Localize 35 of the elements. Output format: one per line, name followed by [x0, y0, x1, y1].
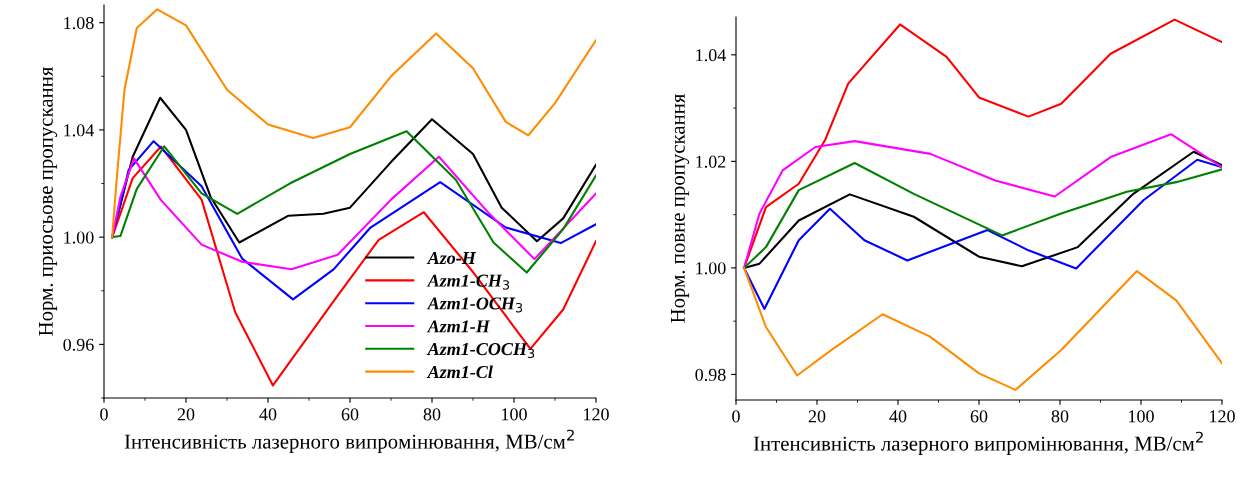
x-axis-title: Інтенсивність лазерного випромінювання, МВ/см$^{2}$ — [753, 431, 1203, 455]
line-series — [111, 145, 596, 387]
line-series — [743, 158, 1222, 310]
line-series — [111, 130, 596, 274]
legend-label: Azm1-COCH$_{3}$ — [426, 343, 535, 359]
line-series — [743, 266, 1222, 391]
x-tick-label: 0 — [100, 408, 108, 421]
legend-label: Azm1-H — [426, 320, 491, 333]
y-axis-title: Норм. приосьове пропускання — [38, 66, 58, 336]
y-axis-title: Норм. повне пропускання — [670, 93, 690, 323]
y-tick-label: 0.98 — [695, 368, 726, 381]
y-tick-label: 1.00 — [64, 231, 94, 244]
x-tick-label: 40 — [259, 408, 277, 421]
x-tick-label: 100 — [502, 408, 527, 421]
y-tick-label: 1.04 — [64, 124, 94, 137]
x-tick-label: 100 — [1129, 410, 1154, 423]
x-tick-label: 120 — [584, 408, 609, 421]
x-tick-label: 80 — [1051, 410, 1069, 423]
x-tick-label: 0 — [732, 410, 740, 423]
y-tick-label: 0.96 — [63, 338, 94, 351]
x-tick-label: 20 — [808, 410, 826, 423]
x-tick-label: 60 — [970, 410, 988, 423]
x-tick-label: 80 — [423, 408, 441, 421]
line-series — [111, 155, 596, 271]
y-tick-label: 1.00 — [696, 262, 726, 275]
x-tick-label: 120 — [1210, 410, 1235, 423]
x-axis-title: Інтенсивність лазерного випромінювання, МВ/см$^{2}$ — [124, 429, 574, 453]
legend-label: Azm1-Cl — [426, 365, 493, 379]
y-tick-label: 1.02 — [696, 155, 726, 168]
x-tick-label: 60 — [341, 408, 359, 421]
y-tick-label: 1.04 — [696, 49, 726, 62]
y-tick-label: 1.08 — [64, 16, 94, 30]
x-tick-label: 20 — [177, 408, 195, 421]
x-tick-label: 40 — [889, 410, 907, 423]
line-series — [111, 8, 596, 239]
